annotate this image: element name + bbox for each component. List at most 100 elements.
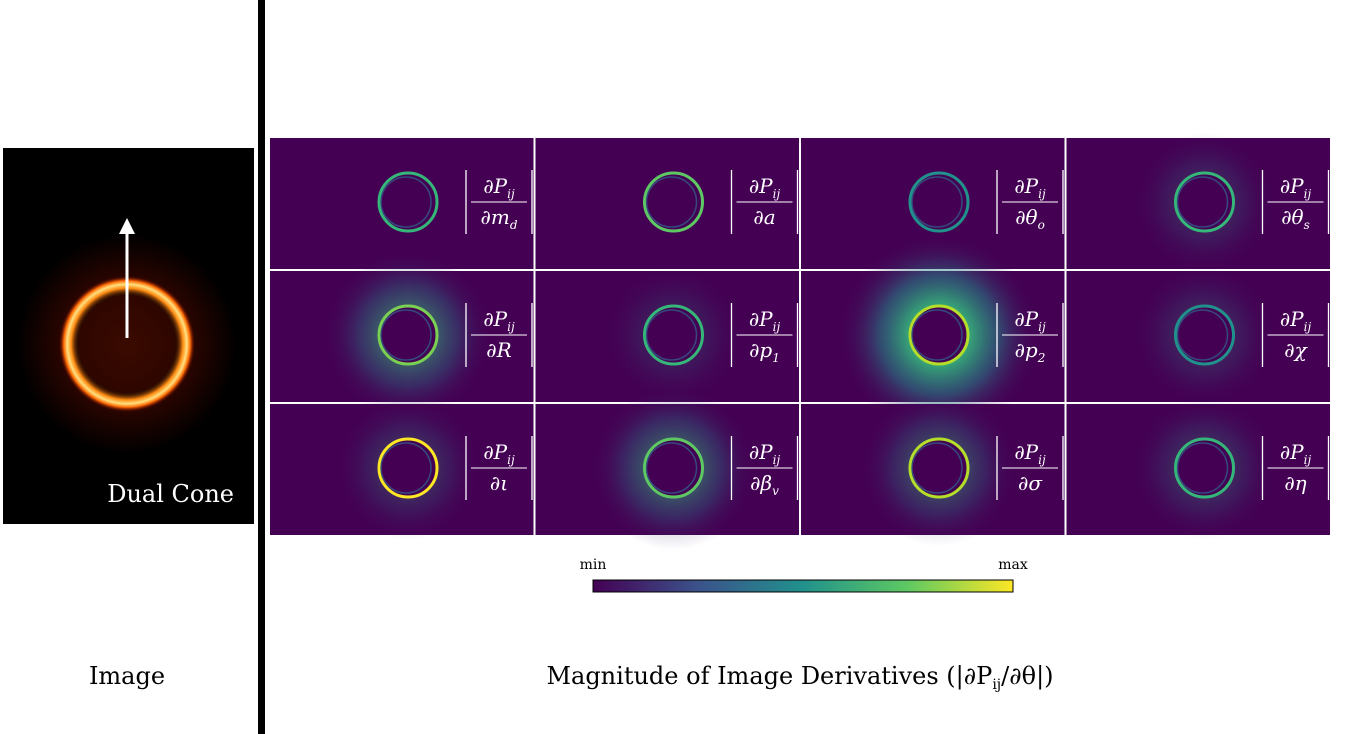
math-symbol: ∂P — [1014, 174, 1038, 198]
ring-inner — [645, 442, 698, 494]
math-text: ∂Pij — [483, 440, 515, 467]
panel: ∂Pij ∂R — [270, 251, 534, 419]
math-symbol: ∂P — [1014, 440, 1038, 464]
math-sub: ij — [1038, 320, 1046, 334]
math-text: ∂ι — [490, 471, 508, 495]
math-text: ∂p2 — [1015, 338, 1046, 365]
math-text: ∂Pij — [1014, 174, 1046, 201]
divider — [258, 0, 265, 734]
math-sub: ij — [773, 187, 781, 201]
math-text: ∂Pij — [749, 174, 781, 201]
ring — [377, 171, 439, 233]
math-symbol: ∂β — [750, 471, 772, 495]
math-text: ∂θo — [1015, 205, 1045, 232]
math-symbol: ∂P — [749, 440, 773, 464]
panel-grid: ∂Pij∂md∂Pij∂a∂Pij∂θo∂Pij∂θs∂Pij∂R∂Pij∂p1… — [270, 132, 1330, 550]
ring — [377, 304, 439, 366]
math-sub: s — [1304, 218, 1310, 232]
ring — [908, 304, 970, 366]
math-text: ∂Pij — [749, 307, 781, 334]
ring-inner — [380, 176, 432, 228]
math-symbol: ∂θ — [1281, 205, 1303, 229]
ring — [643, 304, 704, 366]
math-sub: ij — [1304, 453, 1312, 467]
caption-text: /∂θ|) — [1001, 662, 1053, 691]
ring-inner — [380, 442, 432, 494]
ring — [643, 171, 704, 233]
ring-inner — [1176, 176, 1229, 228]
math-text: ∂Pij — [483, 174, 515, 201]
ring-inner — [645, 176, 698, 228]
math-symbol: ∂a — [753, 205, 775, 229]
ring — [908, 171, 970, 233]
math-symbol: ∂ι — [490, 471, 508, 495]
math-symbol: ∂p — [749, 338, 772, 362]
math-sub: v — [772, 484, 779, 498]
panel: ∂Pij ∂θs — [1066, 132, 1330, 272]
ring — [1174, 304, 1235, 366]
ring-inner — [911, 309, 963, 361]
caption-sub: ij — [992, 677, 1001, 693]
ring-inner — [1176, 309, 1229, 361]
math-sub: ij — [773, 453, 781, 467]
colorbar-max: max — [998, 557, 1028, 573]
math-sub: 1 — [772, 351, 780, 365]
ring-inner — [645, 309, 698, 361]
math-text: ∂p1 — [749, 338, 780, 365]
math-symbol: ∂σ — [1018, 471, 1043, 495]
arrow-head — [119, 218, 135, 234]
math-sub: ij — [1038, 453, 1046, 467]
ring-inner — [1176, 442, 1229, 494]
math-text: ∂Pij — [1280, 307, 1312, 334]
panel: ∂Pij ∂η — [1066, 396, 1330, 540]
panel: ∂Pij ∂χ — [1066, 265, 1330, 405]
math-text: ∂θs — [1281, 205, 1310, 232]
math-text: ∂χ — [1284, 338, 1308, 362]
ring — [59, 276, 195, 412]
image-label: Dual Cone — [107, 480, 234, 508]
panel: ∂Pij∂p2 — [801, 235, 1065, 435]
image-caption: Image — [89, 662, 165, 690]
math-sub: o — [1038, 218, 1045, 232]
math-sub: ij — [507, 453, 515, 467]
ring — [1174, 171, 1235, 233]
math-text: ∂Pij — [1280, 174, 1312, 201]
math-text: ∂Pij — [1014, 440, 1046, 467]
ring — [643, 437, 704, 499]
math-symbol: ∂P — [1280, 440, 1304, 464]
math-sub: d — [510, 218, 518, 232]
math-sub: ij — [507, 187, 515, 201]
math-symbol: ∂P — [749, 307, 773, 331]
math-symbol: ∂p — [1015, 338, 1038, 362]
math-text: ∂η — [1284, 471, 1306, 495]
ring-inner — [911, 176, 963, 228]
math-symbol: ∂m — [481, 205, 510, 229]
math-symbol: ∂P — [1014, 307, 1038, 331]
panel: ∂Pij ∂a — [535, 138, 799, 269]
math-text: ∂a — [753, 205, 775, 229]
caption-text: Magnitude of Image Derivatives (|∂P — [546, 662, 992, 691]
math-text: ∂Pij — [483, 307, 515, 334]
panel: ∂Pij ∂md — [270, 138, 534, 269]
math-sub: ij — [1304, 320, 1312, 334]
ring-inner — [911, 442, 963, 494]
math-text: ∂Pij — [749, 440, 781, 467]
panel: ∂Pij ∂σ — [801, 390, 1065, 546]
math-sub: 2 — [1037, 351, 1046, 365]
math-text: ∂R — [486, 338, 511, 362]
panel: ∂Pij∂βv — [535, 386, 799, 550]
caption: Magnitude of Image Derivatives (|∂Pij/∂θ… — [546, 662, 1053, 693]
math-symbol: ∂P — [1280, 174, 1304, 198]
math-sub: ij — [1038, 187, 1046, 201]
panel: ∂Pij ∂ι — [270, 396, 534, 540]
math-symbol: ∂χ — [1284, 338, 1308, 362]
math-symbol: ∂θ — [1015, 205, 1037, 229]
math-text: ∂Pij — [1280, 440, 1312, 467]
math-text: ∂σ — [1018, 471, 1043, 495]
math-text: ∂βv — [750, 471, 779, 498]
ring — [1174, 437, 1235, 499]
math-symbol: ∂η — [1284, 471, 1306, 495]
colorbar-min: min — [580, 557, 607, 573]
math-symbol: ∂P — [749, 174, 773, 198]
